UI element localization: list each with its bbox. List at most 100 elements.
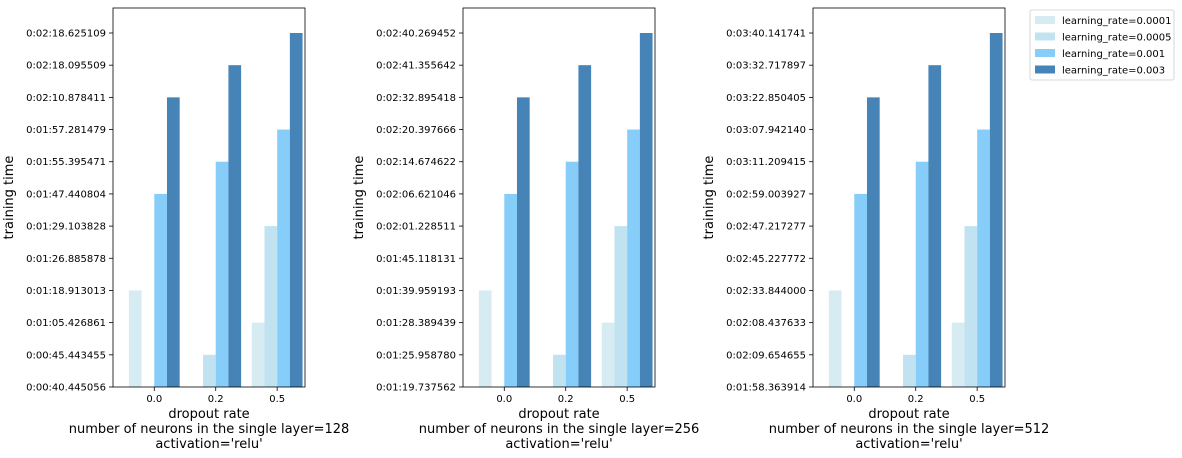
x-tick-label: 0.5 — [969, 394, 985, 405]
bar-3-learning-rate-0-001-0.2 — [915, 161, 929, 387]
legend-box — [1029, 9, 1175, 81]
legend-swatch — [1035, 16, 1055, 24]
y-tick-label: 0:03:07.942140 — [726, 125, 806, 136]
bar-2-learning-rate-0-0005-0.5 — [614, 226, 628, 387]
y-tick-label: 0:01:28.389439 — [376, 318, 456, 329]
y-tick-label: 0:01:26.885878 — [26, 254, 106, 265]
y-axis-label: training time — [352, 156, 367, 240]
bar-3-learning-rate-0-0001-0.0 — [828, 290, 842, 387]
y-tick-label: 0:03:22.850405 — [726, 93, 806, 104]
legend-swatch — [1035, 32, 1055, 41]
bar-1-learning-rate-0-001-0.0 — [154, 193, 167, 387]
bar-2-learning-rate-0-003-0.0 — [516, 97, 530, 387]
y-tick-label: 0:02:18.625109 — [26, 29, 106, 40]
bar-1-learning-rate-0-001-0.2 — [215, 161, 229, 387]
bar-3-learning-rate-0-0001-0.5 — [951, 322, 965, 387]
bar-2-learning-rate-0-001-0.0 — [504, 193, 517, 387]
x-tick-label: 0.5 — [619, 394, 635, 405]
bar-3-learning-rate-0-003-0.5 — [989, 33, 1003, 387]
bar-3-learning-rate-0-003-0.2 — [928, 65, 942, 387]
legend-entry-label: learning_rate=0.0001 — [1062, 16, 1171, 27]
y-tick-label: 0:01:47.440804 — [26, 189, 106, 200]
y-tick-label: 0:02:59.003927 — [726, 189, 806, 200]
x-axis-label-line: number of neurons in the single layer=25… — [419, 422, 700, 437]
bar-1-learning-rate-0-003-0.5 — [289, 33, 303, 387]
y-tick-label: 0:02:09.654655 — [726, 350, 806, 361]
y-tick-label: 0:00:40.445056 — [26, 383, 106, 394]
y-tick-label: 0:02:32.895418 — [376, 93, 456, 104]
x-tick-label: 0.2 — [208, 394, 224, 405]
bar-2-learning-rate-0-003-0.5 — [639, 33, 653, 387]
bar-2-learning-rate-0-003-0.2 — [578, 65, 592, 387]
x-tick-label: 0.0 — [846, 394, 862, 405]
bar-1-learning-rate-0-0001-0.0 — [128, 290, 142, 387]
axes-frame-1 — [112, 7, 306, 388]
bar-3-learning-rate-0-0005-0.2 — [903, 354, 916, 387]
x-axis-label-line: activation='relu' — [505, 437, 612, 452]
axes-frame-3 — [812, 7, 1006, 388]
x-axis-label-line: dropout rate — [518, 407, 599, 422]
y-tick-label: 0:02:45.227772 — [726, 254, 806, 265]
bar-1-learning-rate-0-003-0.2 — [228, 65, 242, 387]
y-tick-label: 0:01:25.958780 — [376, 350, 456, 361]
y-tick-label: 0:01:57.281479 — [26, 125, 106, 136]
x-axis-label-line: number of neurons in the single layer=51… — [769, 422, 1050, 437]
x-tick-label: 0.0 — [496, 394, 512, 405]
legend-entry-label: learning_rate=0.0005 — [1062, 33, 1171, 44]
y-tick-label: 0:02:08.437633 — [726, 318, 806, 329]
x-tick-label: 0.2 — [558, 394, 574, 405]
y-axis-label: training time — [2, 156, 17, 240]
y-tick-label: 0:01:29.103828 — [26, 222, 106, 233]
bar-3-learning-rate-0-001-0.5 — [977, 129, 990, 387]
x-tick-label: 0.0 — [146, 394, 162, 405]
bar-1-learning-rate-0-003-0.0 — [166, 97, 180, 387]
y-tick-label: 0:02:20.397666 — [376, 125, 456, 136]
y-tick-label: 0:01:05.426861 — [26, 318, 106, 329]
y-axis-label: training time — [702, 156, 717, 240]
bar-2-learning-rate-0-001-0.2 — [565, 161, 579, 387]
bar-2-learning-rate-0-0005-0.2 — [553, 354, 566, 387]
y-tick-label: 0:01:39.959193 — [376, 286, 456, 297]
legend-entry-label: learning_rate=0.001 — [1062, 49, 1165, 60]
bar-3-learning-rate-0-0005-0.5 — [964, 226, 978, 387]
y-tick-label: 0:02:18.095509 — [26, 61, 106, 72]
y-tick-label: 0:02:10.878411 — [26, 93, 106, 104]
y-tick-label: 0:00:45.443455 — [26, 350, 106, 361]
y-tick-label: 0:03:32.717897 — [726, 61, 806, 72]
x-axis-label-line: dropout rate — [868, 407, 949, 422]
x-axis-label-line: activation='relu' — [155, 437, 262, 452]
y-tick-label: 0:02:06.621046 — [376, 189, 456, 200]
legend-swatch — [1035, 49, 1055, 57]
bar-1-learning-rate-0-0005-0.5 — [264, 226, 278, 387]
legend-entry-label: learning_rate=0.003 — [1062, 66, 1165, 77]
y-tick-label: 0:01:45.118131 — [376, 254, 456, 265]
y-tick-label: 0:02:33.844000 — [726, 286, 806, 297]
bar-1-learning-rate-0-001-0.5 — [277, 129, 290, 387]
bar-1-learning-rate-0-0001-0.5 — [251, 322, 265, 387]
y-tick-label: 0:01:18.913013 — [26, 286, 106, 297]
bar-1-learning-rate-0-0005-0.2 — [203, 354, 216, 387]
y-tick-label: 0:02:41.355642 — [376, 61, 456, 72]
y-tick-label: 0:02:14.674622 — [376, 157, 456, 168]
bar-2-learning-rate-0-0001-0.5 — [601, 322, 615, 387]
y-tick-label: 0:01:58.363914 — [726, 383, 806, 394]
y-tick-label: 0:01:19.737562 — [376, 383, 456, 394]
x-axis-label-line: number of neurons in the single layer=12… — [69, 422, 350, 437]
axes-frame-2 — [462, 7, 656, 388]
x-tick-label: 0.2 — [908, 394, 924, 405]
bar-2-learning-rate-0-0001-0.0 — [478, 290, 492, 387]
bar-3-learning-rate-0-001-0.0 — [854, 193, 867, 387]
bar-3-learning-rate-0-003-0.0 — [866, 97, 880, 387]
x-axis-label-line: activation='relu' — [855, 437, 962, 452]
y-tick-label: 0:03:40.141741 — [726, 29, 806, 40]
bar-2-learning-rate-0-001-0.5 — [627, 129, 640, 387]
x-axis-label-line: dropout rate — [168, 407, 249, 422]
x-tick-label: 0.5 — [269, 394, 285, 405]
legend-swatch — [1035, 65, 1055, 74]
y-tick-label: 0:02:47.217277 — [726, 222, 806, 233]
y-tick-label: 0:02:01.228511 — [376, 222, 456, 233]
y-tick-label: 0:02:40.269452 — [376, 29, 456, 40]
y-tick-label: 0:03:11.209415 — [726, 157, 806, 168]
y-tick-label: 0:01:55.395471 — [26, 157, 106, 168]
